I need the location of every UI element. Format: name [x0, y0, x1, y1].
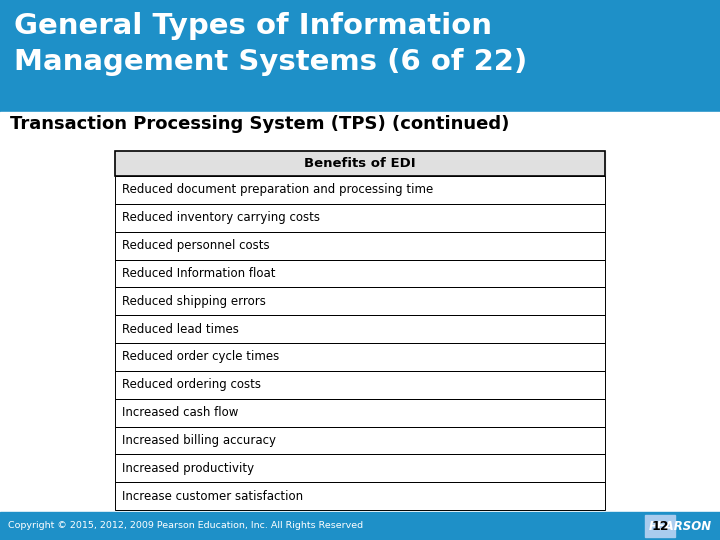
- Bar: [115, 482, 605, 510]
- Text: Benefits of EDI: Benefits of EDI: [304, 157, 416, 170]
- Text: General Types of Information
Management Systems (6 of 22): General Types of Information Management …: [14, 12, 527, 76]
- Text: Increased billing accuracy: Increased billing accuracy: [122, 434, 276, 447]
- Text: Reduced personnel costs: Reduced personnel costs: [122, 239, 269, 252]
- Bar: [115, 232, 605, 260]
- Bar: [115, 232, 605, 260]
- Text: Reduced document preparation and processing time: Reduced document preparation and process…: [122, 184, 433, 197]
- Bar: [0, 0, 720, 112]
- Bar: [115, 287, 605, 315]
- Bar: [115, 287, 605, 315]
- Bar: [115, 176, 605, 204]
- Bar: [0, 112, 720, 512]
- Bar: [115, 454, 605, 482]
- Bar: [115, 371, 605, 399]
- Text: 12: 12: [652, 519, 669, 532]
- Text: Reduced ordering costs: Reduced ordering costs: [122, 378, 261, 392]
- Bar: [115, 343, 605, 371]
- Text: Reduced Information float: Reduced Information float: [122, 267, 276, 280]
- Bar: [115, 315, 605, 343]
- Bar: [115, 427, 605, 454]
- Text: Reduced shipping errors: Reduced shipping errors: [122, 295, 266, 308]
- Bar: [115, 399, 605, 427]
- Bar: [115, 399, 605, 427]
- Bar: [115, 204, 605, 232]
- Bar: [115, 260, 605, 287]
- Bar: [115, 427, 605, 454]
- Bar: [115, 454, 605, 482]
- Bar: [0, 512, 720, 540]
- Bar: [115, 176, 605, 204]
- Text: Reduced lead times: Reduced lead times: [122, 322, 239, 335]
- Text: Increased cash flow: Increased cash flow: [122, 406, 238, 419]
- Bar: [115, 482, 605, 510]
- Bar: [115, 151, 605, 176]
- Bar: [115, 315, 605, 343]
- Bar: [645, 515, 675, 537]
- Text: Copyright © 2015, 2012, 2009 Pearson Education, Inc. All Rights Reserved: Copyright © 2015, 2012, 2009 Pearson Edu…: [8, 522, 363, 530]
- Text: Increase customer satisfaction: Increase customer satisfaction: [122, 490, 303, 503]
- Bar: [115, 260, 605, 287]
- Text: Transaction Processing System (TPS) (continued): Transaction Processing System (TPS) (con…: [10, 115, 509, 133]
- Bar: [115, 151, 605, 176]
- Text: Reduced inventory carrying costs: Reduced inventory carrying costs: [122, 211, 320, 224]
- Text: Increased productivity: Increased productivity: [122, 462, 254, 475]
- Bar: [115, 343, 605, 371]
- Bar: [115, 371, 605, 399]
- Text: PEARSON: PEARSON: [649, 519, 712, 532]
- Text: Reduced order cycle times: Reduced order cycle times: [122, 350, 279, 363]
- Bar: [115, 204, 605, 232]
